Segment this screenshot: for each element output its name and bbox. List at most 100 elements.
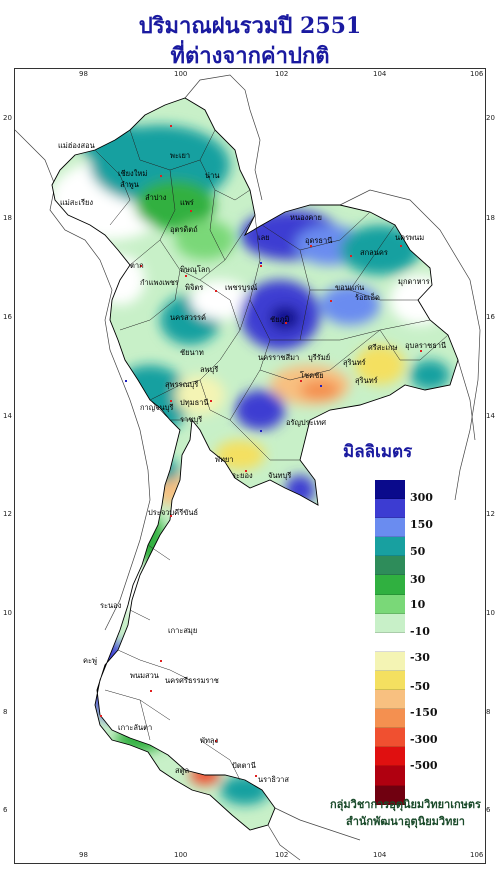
legend-swatch	[375, 518, 405, 538]
place-label: ประจวบคีรีขันธ์	[148, 508, 198, 517]
place-label: สุรินทร์	[355, 376, 378, 385]
place-label: ชัยภูมิ	[270, 315, 289, 324]
lat-tick-label: 6	[3, 806, 8, 814]
place-label: ปัตตานี	[232, 761, 256, 770]
lat-tick-label: 20	[486, 114, 495, 122]
place-label: นราธิวาส	[258, 775, 289, 784]
place-label: กำแพงเพชร	[140, 278, 179, 287]
legend-swatch	[375, 499, 405, 519]
place-label: ขอนแก่น	[335, 283, 364, 292]
place-label: นครสวรรค์	[170, 313, 206, 322]
lat-tick-label: 12	[486, 510, 495, 518]
place-label: สุรินทร์	[343, 358, 366, 367]
place-label: แม่ฮ่องสอน	[58, 141, 95, 150]
lat-tick-label: 12	[3, 510, 12, 518]
place-label: เกาะลันตา	[118, 723, 152, 732]
map-subtitle: ที่ต่างจากค่าปกติ	[170, 43, 330, 69]
lon-tick-label: 104	[373, 70, 387, 78]
legend-swatch	[375, 670, 405, 691]
place-label: แม่สะเรียง	[60, 198, 93, 207]
place-label: พนมสวน	[130, 671, 159, 680]
legend-swatch	[375, 575, 405, 595]
legend-swatch	[375, 632, 405, 652]
place-label: นครพนม	[395, 233, 424, 242]
place-label: ลพบุรี	[200, 365, 218, 374]
lat-tick-label: 16	[3, 313, 12, 321]
place-label: ลำปาง	[145, 193, 167, 202]
place-label: นครศรีธรรมราช	[165, 676, 219, 685]
place-label: ปทุมธานี	[180, 398, 209, 407]
legend-label: 300	[410, 491, 433, 504]
place-label: อุดรธานี	[305, 236, 332, 245]
place-label: จันทบุรี	[268, 471, 291, 480]
place-label: ชัยนาท	[180, 348, 204, 357]
place-label: คะพู่	[83, 656, 97, 665]
lat-tick-label: 14	[3, 412, 12, 420]
lat-tick-label: 18	[3, 214, 12, 222]
place-label: พิจิตร	[185, 283, 203, 292]
lon-tick-label: 106	[470, 851, 484, 859]
place-label: พิษณุโลก	[180, 265, 210, 274]
legend-label: 30	[410, 573, 426, 586]
legend-swatch	[375, 766, 405, 786]
legend-label: 10	[410, 598, 426, 611]
legend-label: 150	[410, 518, 433, 531]
lon-tick-label: 106	[470, 70, 484, 78]
place-label: อุบลราชธานี	[405, 341, 446, 350]
place-label: ระยอง	[232, 471, 253, 480]
lon-tick-label: 98	[79, 851, 88, 859]
place-label: หนองคาย	[290, 213, 322, 222]
legend-swatch	[375, 613, 405, 633]
place-label: เชียงใหม่	[118, 169, 147, 178]
legend-title: มิลลิเมตร	[343, 442, 413, 462]
place-label: นครราชสีมา	[258, 353, 299, 362]
credit-line2: สำนักพัฒนาอุตุนิยมวิทยา	[346, 815, 465, 828]
legend-swatch	[375, 709, 405, 729]
place-label: มุกดาหาร	[398, 277, 430, 286]
place-label: น่าน	[205, 171, 219, 180]
legend-swatch	[375, 651, 405, 671]
lat-tick-label: 10	[3, 609, 12, 617]
legend-swatch	[375, 480, 405, 500]
lat-tick-label: 6	[486, 806, 491, 814]
lat-tick-label: 18	[486, 214, 495, 222]
map-title: ปริมาณฝนรวมปี 2551	[138, 13, 362, 39]
legend-label: -300	[410, 733, 438, 746]
lat-tick-label: 8	[486, 708, 491, 716]
lon-tick-label: 100	[174, 70, 188, 78]
place-label: กาญจนบุรี	[140, 403, 173, 412]
place-label: พัทยา	[215, 455, 234, 464]
legend-label: -500	[410, 759, 438, 772]
legend-label: -30	[410, 651, 430, 664]
legend-swatch	[375, 690, 405, 710]
place-label: พะเยา	[170, 151, 190, 160]
place-label: ระนอง	[100, 601, 122, 610]
lon-tick-label: 102	[275, 851, 289, 859]
lon-tick-label: 102	[275, 70, 289, 78]
legend-label: -150	[410, 706, 438, 719]
place-label: อุตรดิตถ์	[170, 225, 198, 234]
lat-tick-label: 20	[3, 114, 12, 122]
legend-swatch	[375, 556, 405, 576]
place-label: บุรีรัมย์	[308, 353, 330, 362]
legend-swatch	[375, 747, 405, 767]
credit-line1: กลุ่มวิชาการอุตุนิยมวิทยาเกษตร	[330, 798, 481, 811]
place-label: ลำพูน	[120, 180, 139, 189]
place-label: เกาะสมุย	[168, 626, 197, 635]
legend-label: -50	[410, 680, 430, 693]
legend-swatch	[375, 537, 405, 557]
place-label: เลย	[258, 233, 270, 242]
place-label: สกลนคร	[360, 248, 388, 257]
legend-label: 50	[410, 545, 426, 558]
legend-label: -10	[410, 625, 430, 638]
place-label: แพร่	[180, 198, 194, 207]
lon-tick-label: 104	[373, 851, 387, 859]
place-label: สุพรรณบุรี	[165, 380, 198, 389]
lat-tick-label: 14	[486, 412, 495, 420]
place-label: ตาก	[130, 261, 144, 270]
lat-tick-label: 16	[486, 313, 495, 321]
place-label: โชคชัย	[300, 371, 324, 380]
place-label: สตูล	[175, 766, 189, 775]
legend-swatch	[375, 785, 405, 805]
